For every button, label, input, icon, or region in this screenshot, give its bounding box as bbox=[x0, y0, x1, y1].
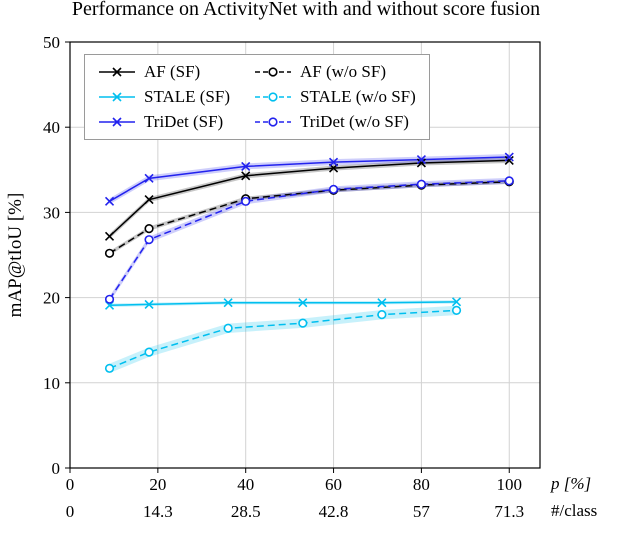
x-tick-label-secondary: 57 bbox=[413, 502, 431, 521]
series-line bbox=[109, 180, 510, 254]
chart-title: Performance on ActivityNet with and with… bbox=[71, 0, 541, 20]
legend-label: AF (w/o SF) bbox=[300, 62, 386, 81]
y-tick-label: 10 bbox=[43, 374, 60, 393]
confidence-band bbox=[109, 154, 510, 205]
x-tick-label: 100 bbox=[497, 475, 523, 494]
x-axis-label-secondary: #/class bbox=[551, 501, 598, 520]
legend-item: TriDet (w/o SF) bbox=[254, 112, 416, 132]
legend-swatch bbox=[99, 92, 135, 102]
confidence-band bbox=[109, 179, 510, 256]
tick-labels: 002014.34028.56042.8805710071.3010203040… bbox=[43, 33, 524, 521]
x-tick-label-secondary: 71.3 bbox=[494, 502, 524, 521]
y-axis-label: mAP@tIoU [%] bbox=[5, 192, 26, 318]
legend-swatch bbox=[255, 117, 292, 127]
x-tick-label: 60 bbox=[325, 475, 342, 494]
legend-item: AF (SF) bbox=[98, 62, 230, 82]
legend-item: STALE (SF) bbox=[98, 87, 230, 107]
series-markers bbox=[104, 305, 462, 373]
legend-label: AF (SF) bbox=[144, 62, 201, 81]
axis-ticks bbox=[65, 41, 510, 473]
series-line bbox=[109, 156, 510, 202]
legend-label: TriDet (SF) bbox=[144, 112, 224, 131]
x-tick-label-secondary: 0 bbox=[66, 502, 75, 521]
y-tick-label: 0 bbox=[52, 459, 61, 478]
legend-swatch bbox=[99, 67, 135, 77]
series-line bbox=[109, 301, 457, 307]
plot-border bbox=[69, 41, 541, 469]
legend-label: STALE (SF) bbox=[144, 87, 231, 106]
x-axis-label-primary: p [%] bbox=[551, 474, 592, 493]
series-markers bbox=[104, 176, 514, 304]
legend-item: TriDet (SF) bbox=[98, 112, 230, 132]
x-tick-label: 80 bbox=[413, 475, 430, 494]
x-tick-label: 0 bbox=[66, 475, 75, 494]
legend: AF (SF) AF (w/o SF) STALE (SF) STALE (w/… bbox=[84, 54, 430, 140]
x-tick-label-secondary: 42.8 bbox=[319, 502, 349, 521]
legend-item: AF (w/o SF) bbox=[254, 62, 416, 82]
legend-label: STALE (w/o SF) bbox=[300, 87, 416, 106]
y-tick-label: 30 bbox=[43, 203, 60, 222]
y-tick-label: 40 bbox=[43, 118, 60, 137]
y-tick-label: 50 bbox=[43, 33, 60, 52]
x-tick-label: 20 bbox=[149, 475, 166, 494]
legend-label: TriDet (w/o SF) bbox=[300, 112, 409, 131]
confidence-band bbox=[109, 305, 457, 374]
x-tick-label: 40 bbox=[237, 475, 254, 494]
x-tick-label-secondary: 28.5 bbox=[231, 502, 261, 521]
confidence-band bbox=[109, 300, 457, 307]
series-markers bbox=[104, 152, 514, 206]
series-line bbox=[109, 309, 457, 370]
legend-swatch bbox=[99, 117, 135, 127]
series-line bbox=[109, 159, 510, 237]
legend-swatch bbox=[255, 67, 292, 77]
legend-item: STALE (w/o SF) bbox=[254, 87, 416, 107]
series-line bbox=[108, 180, 510, 300]
legend-swatch bbox=[255, 92, 292, 102]
y-tick-label: 20 bbox=[43, 289, 60, 308]
x-tick-label-secondary: 14.3 bbox=[143, 502, 173, 521]
